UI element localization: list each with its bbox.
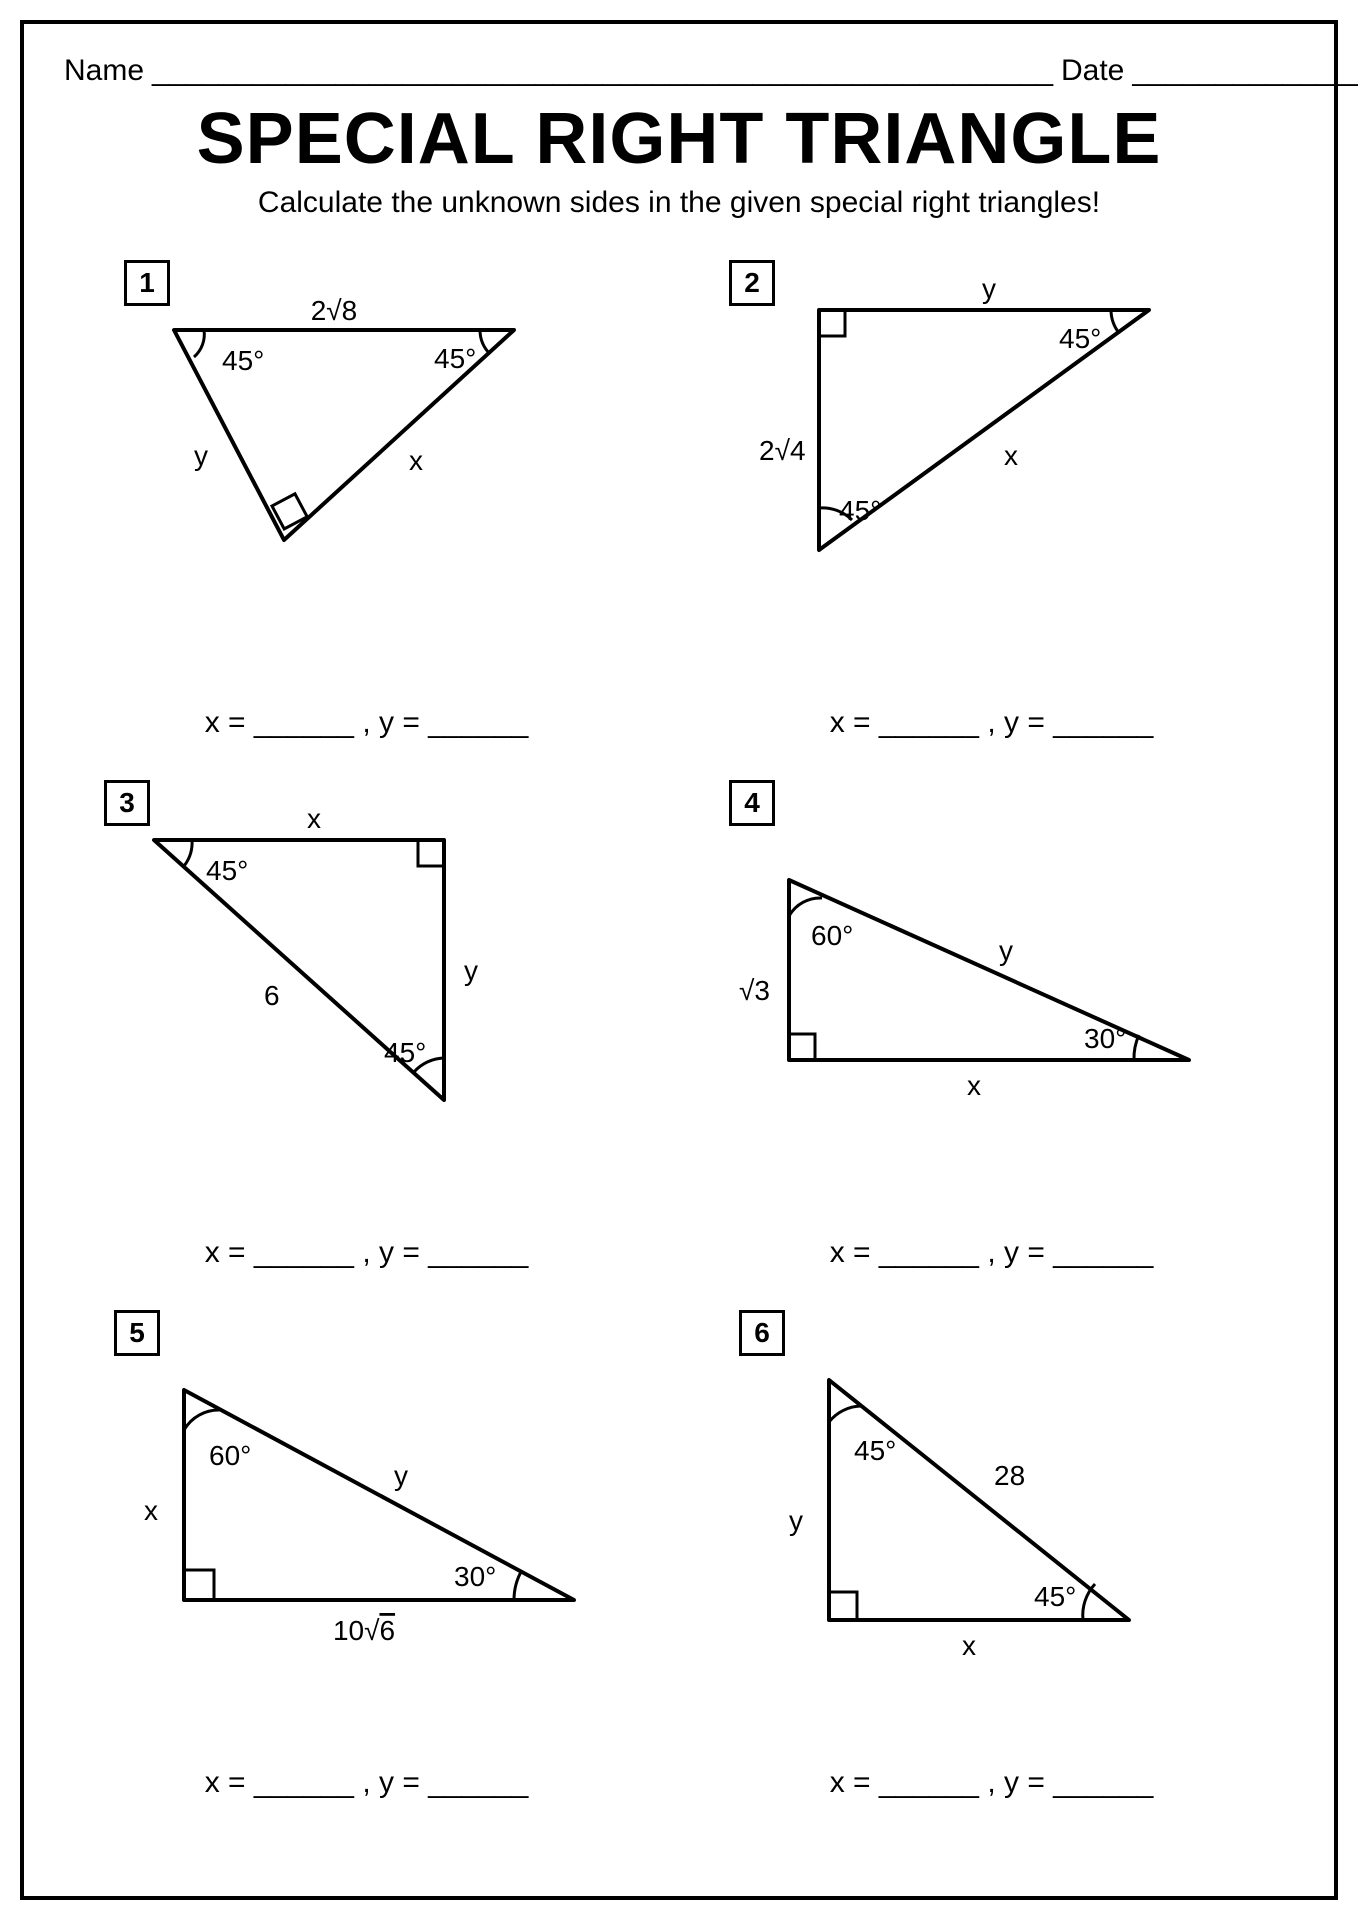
label-30: 30° (454, 1561, 496, 1592)
problem-6: 6 45° 28 y 45° x x = ______ , y = ______ (689, 1310, 1294, 1830)
answer-line[interactable]: x = ______ , y = ______ (689, 706, 1294, 740)
worksheet-page: Name ___________________________________… (20, 20, 1338, 1900)
worksheet-title: SPECIAL RIGHT TRIANGLE (64, 98, 1294, 180)
answer-line[interactable]: x = ______ , y = ______ (689, 1766, 1294, 1800)
answer-line[interactable]: x = ______ , y = ______ (689, 1236, 1294, 1270)
label-angle-tr: 45° (1059, 323, 1101, 354)
label-left-angle: 45° (222, 345, 264, 376)
label-x: x (967, 1070, 981, 1101)
label-45b: 45° (1034, 1581, 1076, 1612)
label-y: y (464, 955, 478, 986)
name-date-line: Name ___________________________________… (64, 54, 1294, 88)
label-angle-br: 45° (384, 1037, 426, 1068)
label-60: 60° (209, 1440, 251, 1471)
label-left: 2√4 (759, 435, 806, 466)
answer-line[interactable]: x = ______ , y = ______ (64, 1766, 669, 1800)
problem-5: 5 60° y x 30° 10√6 x = ______ , y = ____… (64, 1310, 669, 1830)
label-hyp: 28 (994, 1460, 1025, 1491)
problem-number: 4 (729, 780, 775, 826)
problem-number: 5 (114, 1310, 160, 1356)
triangle-1: 2√8 45° 45° y x (144, 290, 564, 590)
label-angle-bl: 45° (839, 495, 881, 526)
answer-line[interactable]: x = ______ , y = ______ (64, 1236, 669, 1270)
label-y: y (789, 1505, 803, 1536)
problem-4: 4 60° y √3 30° x x = ______ , y = ______ (689, 780, 1294, 1300)
label-y: y (982, 273, 996, 304)
label-x: x (1004, 440, 1018, 471)
problem-2: 2 y 45° 2√4 45° x x = ______ , y = _____… (689, 250, 1294, 770)
label-y: y (394, 1460, 408, 1491)
triangle-6: 45° 28 y 45° x (769, 1350, 1219, 1660)
label-top: 2√8 (311, 295, 358, 326)
worksheet-subtitle: Calculate the unknown sides in the given… (64, 186, 1294, 220)
problem-3: 3 x 45° 6 y 45° x = ______ , y = ______ (64, 780, 669, 1300)
triangle-5: 60° y x 30° 10√6 (114, 1360, 614, 1660)
label-30: 30° (1084, 1023, 1126, 1054)
label-60: 60° (811, 920, 853, 951)
label-x: x (144, 1495, 158, 1526)
label-hyp: 6 (264, 980, 280, 1011)
name-label: Name (64, 54, 144, 88)
answer-line[interactable]: x = ______ , y = ______ (64, 706, 669, 740)
label-y: y (194, 440, 208, 471)
problem-1: 1 2√8 45° 45° y x x = ______ , y = _____… (64, 250, 669, 770)
label-45t: 45° (854, 1435, 896, 1466)
name-blank[interactable]: ________________________________________… (152, 54, 1053, 88)
label-left: √3 (739, 975, 770, 1006)
triangle-2: y 45° 2√4 45° x (759, 270, 1209, 590)
date-label: Date (1061, 54, 1124, 88)
label-y: y (999, 935, 1013, 966)
triangle-4: 60° y √3 30° x (729, 850, 1229, 1130)
label-x: x (307, 803, 321, 834)
label-right-angle: 45° (434, 343, 476, 374)
label-bottom: 10√6 (333, 1615, 395, 1646)
problems-grid: 1 2√8 45° 45° y x x = ______ , y = _____… (64, 250, 1294, 1830)
label-angle-tl: 45° (206, 855, 248, 886)
date-blank[interactable]: _______________________ (1132, 54, 1358, 88)
triangle-3: x 45° 6 y 45° (124, 800, 544, 1130)
label-x: x (962, 1630, 976, 1661)
label-x: x (409, 445, 423, 476)
